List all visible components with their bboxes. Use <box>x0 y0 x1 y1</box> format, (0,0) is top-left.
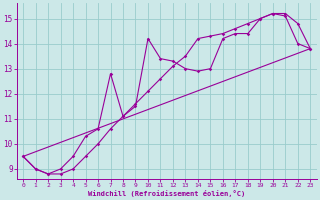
X-axis label: Windchill (Refroidissement éolien,°C): Windchill (Refroidissement éolien,°C) <box>88 190 245 197</box>
